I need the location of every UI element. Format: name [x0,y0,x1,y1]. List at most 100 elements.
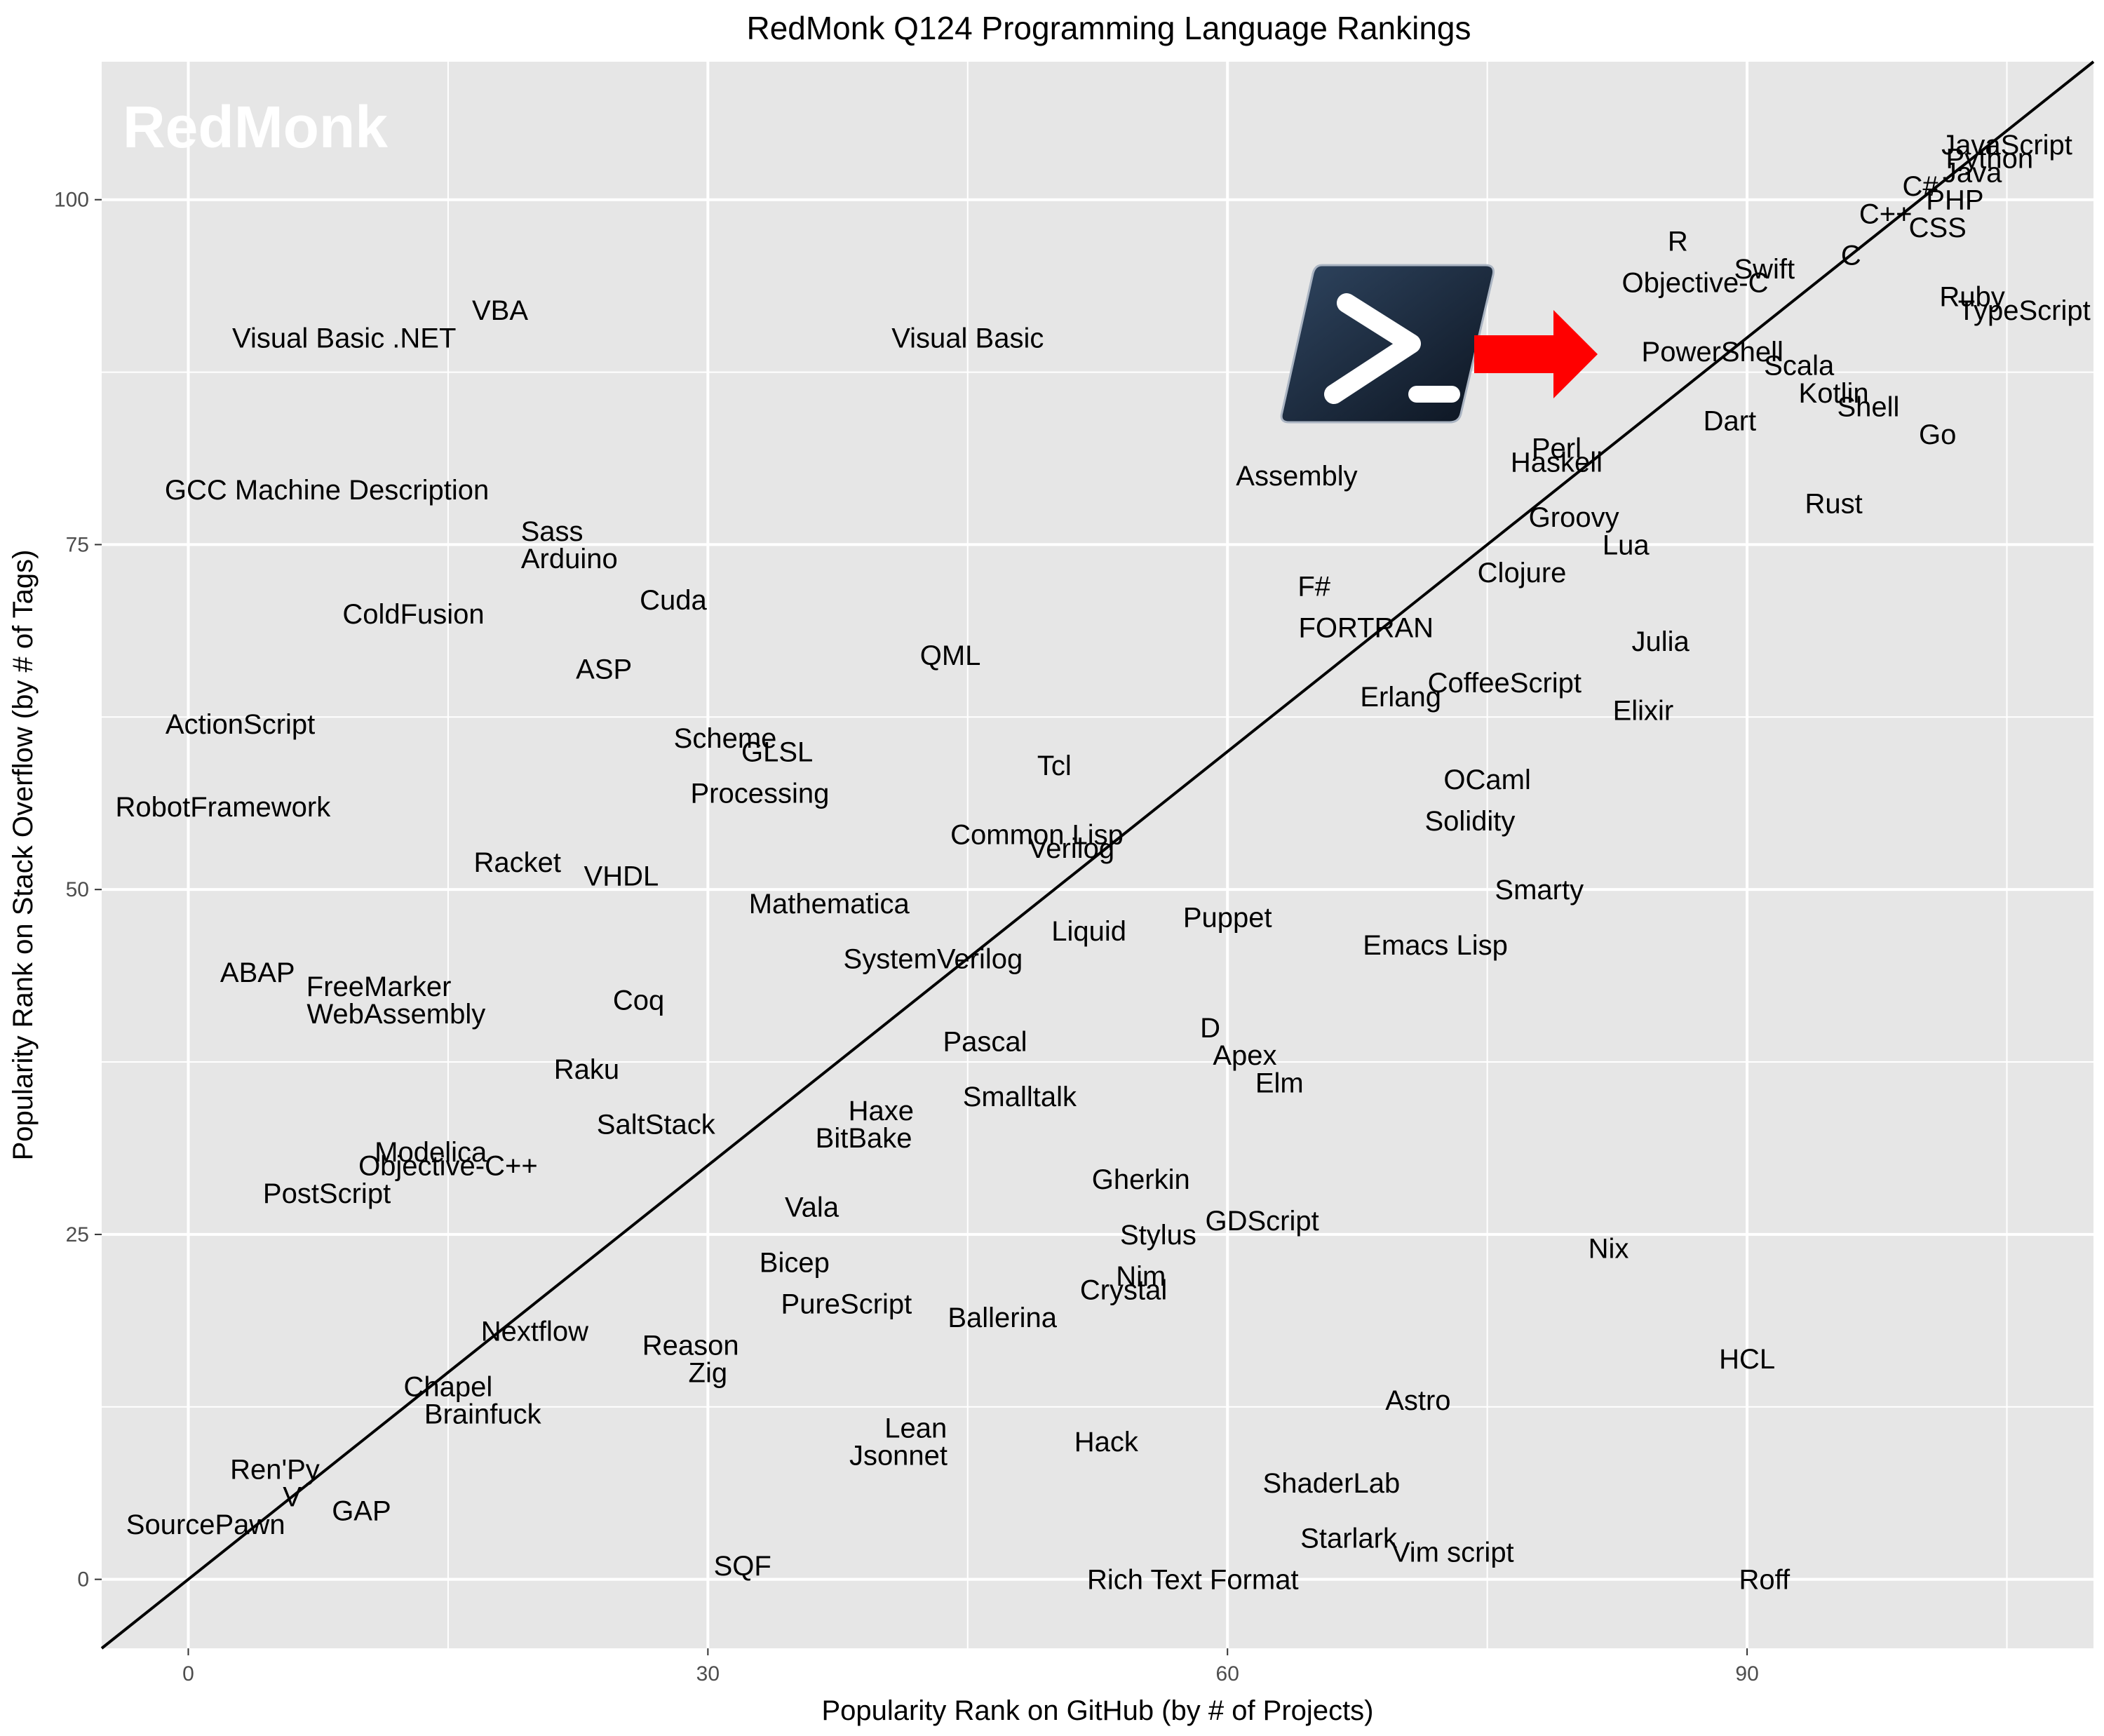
data-label: Astro [1385,1385,1450,1416]
data-label: Java [1943,157,2002,188]
data-label: Crystal [1080,1275,1167,1306]
data-label: BitBake [816,1123,912,1154]
data-label: Nextflow [481,1317,588,1347]
data-label: Vim script [1391,1537,1514,1568]
data-label: QML [920,640,981,671]
data-label: Raku [554,1054,619,1085]
data-label: ASP [576,654,632,685]
data-label: HCL [1719,1344,1775,1375]
data-label: PHP [1926,185,1983,216]
minor-gridlines [102,62,2093,1648]
data-label: Julia [1631,626,1690,657]
data-label: FreeMarker [306,971,452,1002]
data-label: Ruby [1939,281,2004,312]
y-tick-label: 25 [66,1223,89,1246]
data-label: FORTRAN [1298,612,1434,643]
data-label: GLSL [741,736,813,767]
data-label: Sass [521,516,584,547]
data-label: Haxe [849,1096,914,1126]
data-label: F# [1297,571,1330,602]
y-tick-label: 0 [77,1568,89,1592]
reference-diagonal-line [100,60,2095,1650]
powershell-logo-icon [1280,264,1495,424]
data-label: Scala [1764,351,1835,382]
data-label: C++ [1859,199,1913,229]
x-tick-label: 90 [1735,1662,1758,1685]
data-label: Swift [1734,254,1795,285]
data-label: Visual Basic [891,323,1044,354]
chart-title: RedMonk Q124 Programming Language Rankin… [746,10,1471,46]
data-label: Tcl [1037,751,1072,781]
red-arrow-icon [1474,310,1598,398]
data-label: Scheme [674,723,777,754]
data-label: WebAssembly [306,999,485,1030]
data-label: SQF [714,1551,771,1582]
y-axis-title: Popularity Rank on Stack Overflow (by # … [8,550,39,1161]
data-label: Python [1946,144,2034,175]
data-label: Elm [1255,1068,1304,1099]
data-label: Ballerina [948,1303,1057,1333]
data-label: C [1841,240,1861,271]
x-tick-label: 60 [1216,1662,1239,1685]
data-label: ShaderLab [1263,1468,1401,1499]
data-label: RobotFramework [115,792,331,823]
data-label: Starlark [1300,1523,1398,1554]
x-tick-label: 30 [696,1662,720,1685]
data-label: SystemVerilog [844,944,1023,975]
data-label: Perl [1532,433,1582,464]
data-label: Gherkin [1092,1164,1190,1195]
data-label: Arduino [521,544,618,574]
data-label: GCC Machine Description [165,475,489,506]
data-label: R [1668,227,1688,257]
x-tick-label: 0 [182,1662,194,1685]
data-label: Haskell [1511,447,1603,478]
data-label: ABAP [220,957,295,988]
data-label: SaltStack [597,1110,716,1140]
data-label: OCaml [1443,765,1530,795]
x-axis-title: Popularity Rank on GitHub (by # of Proje… [821,1695,1373,1726]
data-label: Lean [884,1413,947,1444]
data-label: Dart [1704,405,1757,436]
data-label: Ren'Py [230,1454,320,1485]
data-label: Liquid [1051,916,1126,947]
data-label: Shell [1837,392,1899,423]
data-label: Stylus [1120,1220,1196,1251]
y-tick-label: 100 [54,189,89,212]
y-tick-label: 75 [66,533,89,556]
data-label: Objective-C++ [358,1151,538,1182]
data-label: TypeScript [1958,295,2091,326]
data-label: Solidity [1424,806,1515,837]
data-label: Pascal [943,1027,1027,1058]
data-label: Puppet [1183,903,1272,934]
data-label: CSS [1909,213,1967,243]
data-label: Kotlin [1799,378,1869,409]
data-label: PureScript [781,1288,912,1319]
data-label: Chapel [404,1371,493,1402]
data-label: Brainfuck [424,1399,542,1430]
data-label: Coq [613,985,664,1016]
data-label: ActionScript [166,709,315,740]
data-label: CoffeeScript [1428,668,1582,699]
data-label: ColdFusion [342,599,484,630]
data-label: V [283,1482,302,1513]
data-label: Nix [1589,1234,1629,1265]
data-label: Cuda [640,585,707,616]
data-label: Groovy [1529,502,1619,533]
data-label: Vala [785,1192,839,1223]
data-label: Assembly [1236,461,1357,492]
data-label: Visual Basic .NET [232,323,456,354]
data-label: Objective-C [1622,268,1769,299]
major-gridlines [102,62,2093,1648]
data-label: Jsonnet [849,1441,948,1472]
data-label: Smalltalk [963,1082,1077,1112]
data-label: GDScript [1205,1206,1319,1237]
data-label: Rich Text Format [1087,1565,1299,1596]
data-label: Rust [1805,488,1862,519]
data-label: Verilog [1029,833,1114,864]
data-label: D [1200,1013,1220,1044]
data-label: Mathematica [749,889,910,920]
data-label: Emacs Lisp [1363,930,1508,961]
data-label: Reason [642,1330,739,1361]
